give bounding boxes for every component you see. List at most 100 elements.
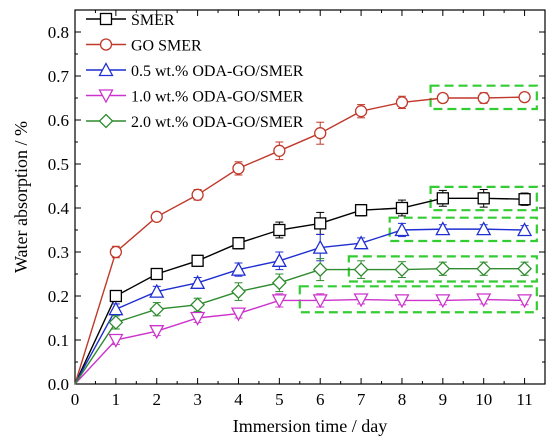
x-tick-label: 2 (152, 390, 161, 409)
data-point (98, 89, 114, 104)
data-point (232, 237, 245, 250)
x-tick-label: 4 (234, 390, 243, 409)
y-tick-label: 0.6 (48, 111, 69, 130)
highlight-box (298, 285, 538, 314)
data-point (149, 325, 165, 340)
data-point (394, 262, 410, 278)
data-point (312, 262, 328, 278)
series-line (74, 96, 525, 385)
y-tick-label: 0.8 (48, 23, 69, 42)
data-point (394, 294, 410, 309)
highlight-box (388, 216, 538, 243)
legend-label: GO SMER (131, 38, 202, 55)
y-tick-label: 0.7 (48, 67, 70, 86)
plot-frame (74, 9, 546, 385)
legend-item-3: 1.0 wt.% ODA-GO/SMER (86, 89, 304, 106)
series-4 (74, 258, 532, 385)
highlight-box (429, 84, 538, 111)
legend-label: 0.5 wt.% ODA-GO/SMER (131, 63, 304, 80)
x-axis-label: Immersion time / day (233, 416, 387, 436)
y-tick-label: 0.0 (48, 375, 69, 394)
y-tick-label: 0.1 (48, 331, 69, 350)
data-point (273, 144, 286, 157)
data-point (477, 91, 490, 105)
data-point (517, 261, 532, 277)
data-point (314, 217, 327, 230)
x-tick-label: 8 (398, 390, 407, 409)
data-point (354, 204, 368, 217)
data-point (477, 192, 490, 205)
data-point (271, 294, 287, 309)
data-point (518, 193, 531, 206)
data-point (476, 293, 492, 308)
legend-item-0: SMER (86, 12, 175, 29)
data-point (476, 221, 492, 236)
series-3 (74, 293, 533, 385)
data-point (150, 267, 163, 281)
data-point (230, 307, 247, 322)
data-point (395, 201, 409, 215)
x-tick-label: 7 (357, 390, 366, 409)
data-point (435, 221, 451, 236)
series-1 (74, 90, 531, 385)
series-2 (74, 221, 533, 385)
data-point (108, 314, 124, 330)
data-point (108, 333, 124, 348)
data-point (150, 210, 163, 223)
x-tick-label: 6 (316, 390, 325, 409)
legend-label: 1.0 wt.% ODA-GO/SMER (131, 89, 304, 106)
data-point (98, 113, 114, 129)
legend-label: 2.0 wt.% ODA-GO/SMER (131, 114, 304, 131)
data-point (231, 284, 246, 300)
series-line (74, 197, 525, 385)
legend-item-1: GO SMER (86, 38, 202, 55)
data-point (109, 289, 123, 303)
data-point (190, 297, 206, 313)
x-tick-label: 11 (516, 390, 532, 409)
data-point (191, 188, 204, 201)
y-tick-label: 0.3 (48, 243, 69, 262)
data-point (394, 222, 410, 237)
data-point (312, 294, 328, 309)
y-tick-label: 0.4 (48, 199, 70, 218)
data-point (354, 105, 368, 118)
data-point (353, 293, 369, 308)
data-point (190, 274, 206, 289)
data-point (230, 261, 247, 276)
series-line (74, 298, 525, 385)
x-tick-label: 10 (475, 390, 492, 409)
axes: 0 1 2 3 4 5 6 7 8 9 10 11 0.0 0.1 0.2 0.3 0.4 0.5 0.6 0.7 0.… (48, 9, 546, 409)
data-point (109, 245, 123, 259)
data-point (436, 192, 449, 205)
data-point (99, 38, 113, 51)
data-point (435, 261, 451, 277)
x-tick-label: 1 (112, 390, 121, 409)
legend: SMER GO SMER 0.5 wt.% ODA-GO/SMER 1.0 wt.% … (86, 12, 304, 131)
legend-item-2: 0.5 wt.% ODA-GO/SMER (86, 62, 304, 80)
series-line (74, 228, 525, 385)
data-point (271, 252, 287, 267)
y-tick-label: 0.2 (48, 287, 69, 306)
legend-label: SMER (131, 12, 175, 29)
data-point (191, 254, 204, 267)
data-point (149, 283, 165, 298)
y-axis-label: Water absorption / % (11, 121, 31, 273)
legend-item-4: 2.0 wt.% ODA-GO/SMER (86, 113, 304, 131)
x-tick-label: 3 (193, 390, 202, 409)
data-point (98, 62, 114, 77)
highlight-box (429, 185, 538, 212)
data-point (108, 301, 124, 316)
data-point (273, 223, 286, 237)
data-point (314, 127, 327, 140)
y-tick-label: 0.5 (48, 155, 69, 174)
data-point (518, 90, 531, 104)
data-point (436, 91, 449, 105)
data-point (271, 275, 287, 291)
series-layer (74, 90, 533, 385)
data-point (149, 301, 165, 317)
series-0 (74, 189, 531, 385)
data-point (353, 235, 369, 250)
data-point (190, 311, 206, 326)
x-tick-label: 0 (71, 390, 80, 409)
